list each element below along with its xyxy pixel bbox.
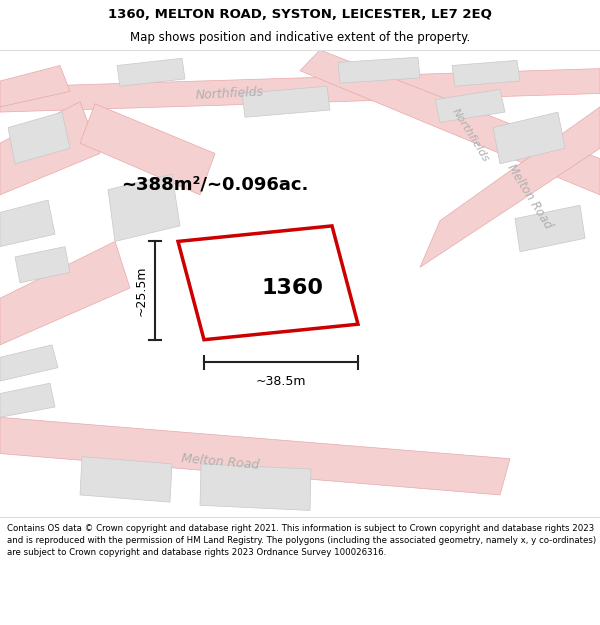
Polygon shape <box>80 457 172 502</box>
Polygon shape <box>200 464 311 511</box>
Text: Contains OS data © Crown copyright and database right 2021. This information is : Contains OS data © Crown copyright and d… <box>7 524 596 557</box>
Polygon shape <box>8 112 70 164</box>
Polygon shape <box>80 104 215 195</box>
Text: Map shows position and indicative extent of the property.: Map shows position and indicative extent… <box>130 31 470 44</box>
Polygon shape <box>178 226 358 340</box>
Polygon shape <box>435 89 505 122</box>
Text: Northfields: Northfields <box>196 85 265 102</box>
Polygon shape <box>300 50 600 195</box>
Text: Northfields: Northfields <box>449 106 490 163</box>
Polygon shape <box>0 418 510 495</box>
Polygon shape <box>0 345 58 381</box>
Polygon shape <box>15 247 70 282</box>
Text: 1360: 1360 <box>262 278 324 298</box>
Polygon shape <box>0 102 100 195</box>
Polygon shape <box>0 66 70 107</box>
Polygon shape <box>452 61 520 86</box>
Text: ~25.5m: ~25.5m <box>134 266 148 316</box>
Polygon shape <box>493 112 565 164</box>
Polygon shape <box>242 86 330 118</box>
Polygon shape <box>515 205 585 252</box>
Polygon shape <box>108 174 180 241</box>
Text: Melton Road: Melton Road <box>505 162 555 232</box>
Polygon shape <box>0 200 55 247</box>
Polygon shape <box>420 107 600 268</box>
Polygon shape <box>0 69 600 112</box>
Text: Melton Road: Melton Road <box>181 452 259 472</box>
Text: ~388m²/~0.096ac.: ~388m²/~0.096ac. <box>121 176 308 194</box>
Polygon shape <box>0 383 55 418</box>
Polygon shape <box>338 58 420 83</box>
Polygon shape <box>0 241 130 345</box>
Text: ~38.5m: ~38.5m <box>256 374 306 388</box>
Text: 1360, MELTON ROAD, SYSTON, LEICESTER, LE7 2EQ: 1360, MELTON ROAD, SYSTON, LEICESTER, LE… <box>108 8 492 21</box>
Polygon shape <box>117 58 185 86</box>
